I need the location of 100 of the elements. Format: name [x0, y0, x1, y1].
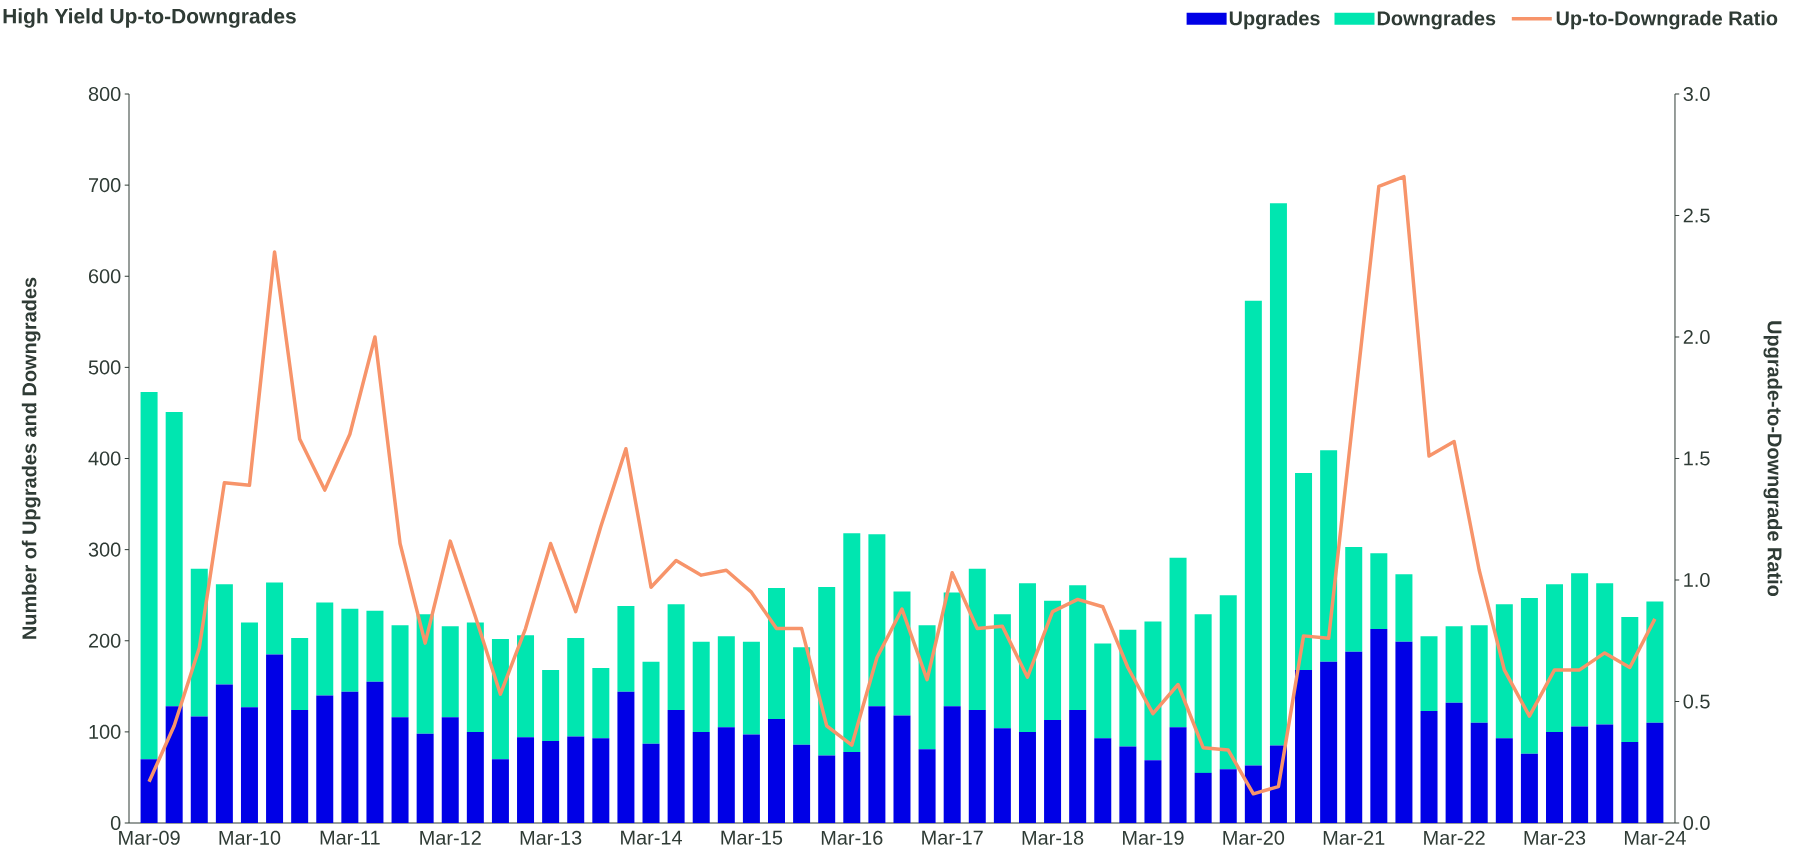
y2-tick-label: 2.5	[1683, 208, 1710, 223]
line-series	[147, 174, 1657, 796]
bar	[843, 751, 861, 823]
bar	[592, 738, 610, 823]
bar	[542, 669, 560, 741]
x-tick-label: Mar-12	[420, 830, 481, 845]
bar	[793, 744, 811, 823]
x-tick-label: Mar-23	[1524, 830, 1586, 845]
y-tick-label: 100	[89, 724, 121, 739]
bar	[1596, 583, 1614, 725]
bar	[266, 654, 284, 823]
bar	[165, 412, 183, 707]
bar	[1495, 738, 1513, 823]
bar	[642, 661, 660, 744]
bar	[165, 706, 183, 823]
bar	[1470, 722, 1488, 823]
y-tick-label: 800	[88, 86, 121, 102]
bar	[441, 626, 459, 718]
bar	[1069, 585, 1087, 710]
bar	[768, 587, 785, 720]
y-tick-label: 700	[89, 178, 121, 193]
bar	[1621, 741, 1639, 823]
bar	[1244, 300, 1262, 766]
bar	[391, 625, 409, 718]
bar	[1094, 738, 1112, 823]
x-tick-label: Mar-13	[520, 830, 582, 845]
bar	[592, 668, 610, 739]
legend-label: Upgrades	[1229, 10, 1320, 30]
x-tick-label: Mar-09	[119, 830, 180, 845]
bar	[1295, 669, 1313, 823]
bar	[1069, 710, 1087, 823]
bar	[1219, 769, 1237, 823]
bar	[968, 568, 986, 710]
bar	[341, 691, 359, 823]
bar	[441, 717, 459, 823]
bar	[793, 647, 811, 745]
bar	[717, 636, 735, 728]
bar	[466, 731, 484, 823]
bar	[1018, 731, 1036, 823]
y-tick-label: 200	[88, 633, 121, 648]
bar	[943, 592, 961, 707]
bar	[818, 586, 836, 756]
bar	[1470, 625, 1488, 723]
x-tick-label: Mar-10	[219, 830, 281, 845]
bar	[1395, 641, 1413, 823]
bar	[1144, 760, 1162, 823]
bar	[1621, 617, 1639, 742]
bar	[617, 606, 635, 692]
x-tick-label: Mar-22	[1424, 830, 1485, 845]
y2-tick-label: 1.5	[1684, 451, 1710, 466]
x-tick-label: Mar-24	[1624, 830, 1686, 845]
bar	[341, 608, 359, 692]
bar	[1546, 584, 1564, 732]
bar	[416, 733, 434, 823]
bar	[692, 731, 710, 823]
bar	[1445, 702, 1463, 823]
x-tick-label: Mar-11	[320, 830, 380, 845]
bar	[1345, 651, 1363, 823]
bar	[291, 638, 309, 710]
bar	[843, 533, 861, 752]
bar	[140, 759, 158, 823]
bar	[818, 755, 836, 823]
bar	[1345, 546, 1363, 652]
bar	[1169, 557, 1187, 728]
bar	[240, 622, 258, 708]
y-tick-label: 400	[88, 451, 121, 466]
bar	[266, 582, 284, 655]
bar	[1219, 595, 1237, 770]
bar	[542, 740, 560, 823]
bar	[517, 737, 535, 823]
bar	[316, 695, 334, 823]
bar	[391, 717, 409, 823]
bar	[692, 641, 710, 732]
bar	[642, 743, 660, 823]
x-tick-label: Mar-21	[1323, 830, 1385, 845]
y2-axis-title: Upgrade-to-Downgrade Ratio	[1763, 321, 1783, 597]
bar	[993, 614, 1011, 729]
bar	[1018, 583, 1036, 732]
bar	[1420, 636, 1438, 711]
y2-tick-label: 0.5	[1683, 694, 1710, 709]
bar	[1495, 604, 1513, 739]
x-tick-label: Mar-19	[1123, 830, 1184, 845]
y-tick-label: 500	[88, 360, 121, 375]
x-tick-label: Mar-16	[821, 830, 883, 845]
bar	[1596, 724, 1614, 823]
y2-tick-label: 0.0	[1683, 815, 1710, 831]
y2-tick-label: 3.0	[1683, 86, 1710, 102]
x-tick-label: Mar-18	[1022, 830, 1084, 845]
bar	[1119, 629, 1137, 747]
bar	[366, 610, 384, 682]
bar	[1320, 661, 1338, 823]
x-tick-label: Mar-20	[1223, 830, 1285, 845]
bar	[1520, 753, 1538, 823]
bar	[1420, 710, 1438, 823]
bar	[667, 604, 685, 710]
bar	[943, 706, 961, 823]
bar	[1546, 731, 1564, 823]
bar	[140, 391, 158, 760]
bar	[1520, 597, 1538, 754]
bar	[1269, 203, 1287, 746]
